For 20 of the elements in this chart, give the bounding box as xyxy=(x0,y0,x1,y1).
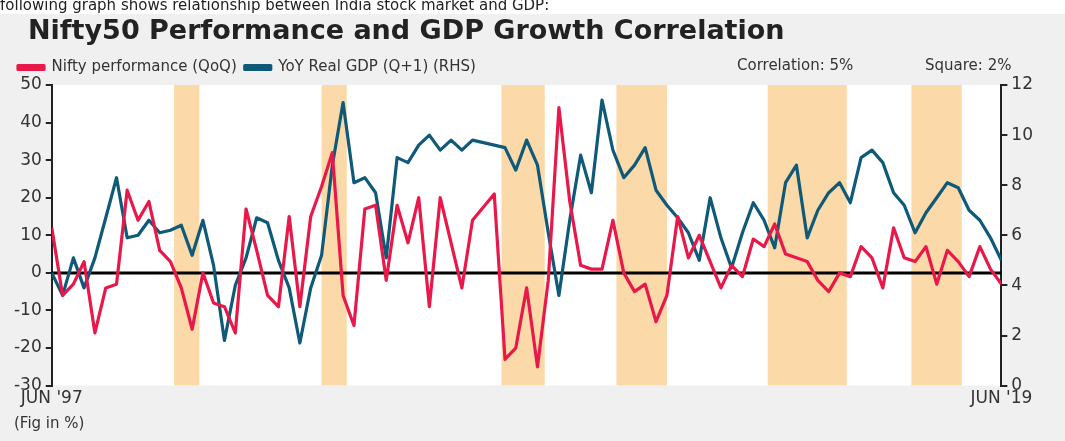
y-tick-label: 30 xyxy=(20,148,42,169)
y2-tick-label: 2 xyxy=(1011,323,1023,344)
y-tick-label: -20 xyxy=(13,336,42,357)
y-tick-label: 20 xyxy=(20,186,42,207)
y2-tick-label: 6 xyxy=(1011,223,1023,244)
y-tick-label: -10 xyxy=(13,298,42,319)
text: (Fig in %) xyxy=(14,414,85,432)
y-tick-label: 40 xyxy=(20,111,42,131)
y-tick-label: 10 xyxy=(20,223,42,244)
text: Correlation: 5% xyxy=(737,56,854,74)
y2-tick-label: 12 xyxy=(1011,73,1034,94)
y-tick-label: 0 xyxy=(30,261,42,282)
y2-tick-label: 4 xyxy=(1011,273,1023,294)
legend-label: YoY Real GDP (Q+1) (RHS) xyxy=(277,57,476,76)
legend-label: Nifty performance (QoQ) xyxy=(51,57,237,76)
y2-tick-label: 10 xyxy=(1011,123,1034,144)
chart-title: Nifty50 Performance and GDP Growth Correlation xyxy=(28,14,785,45)
y-tick-label: 50 xyxy=(20,73,42,94)
y2-tick-label: 8 xyxy=(1011,173,1023,194)
text: Square: 2% xyxy=(925,56,1012,74)
